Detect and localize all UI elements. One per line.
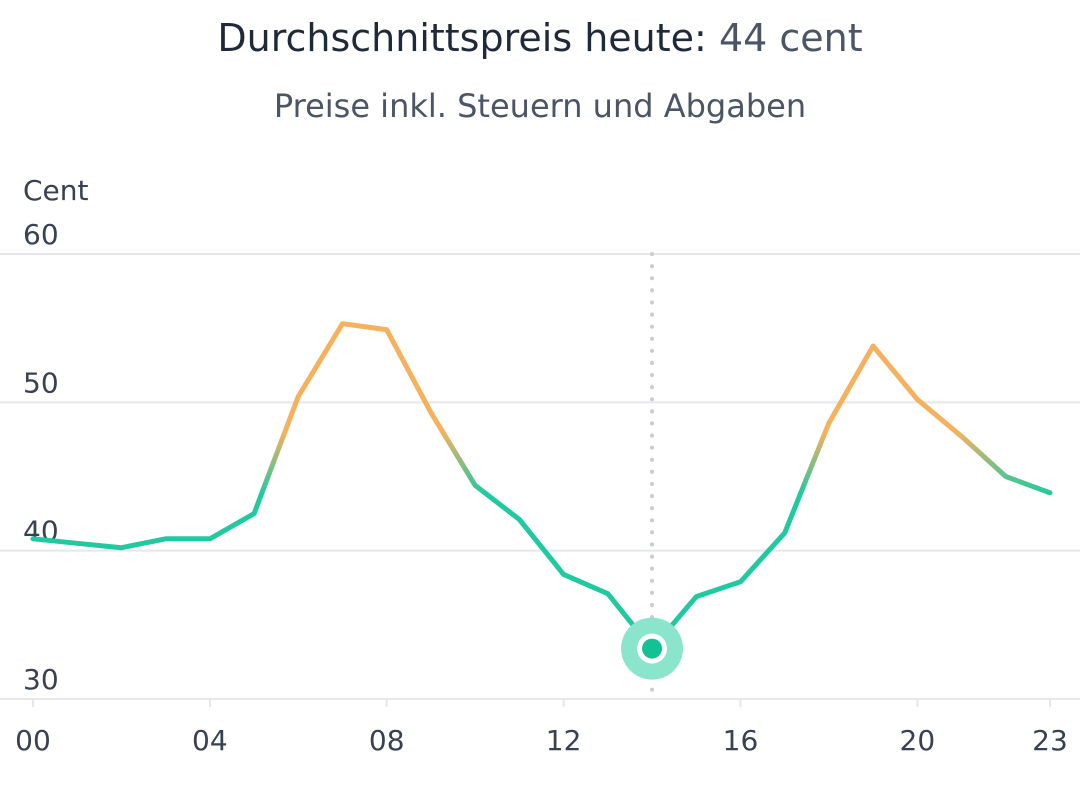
average-price-value: 44 cent: [718, 16, 863, 60]
x-axis-tick-labels: 00 04 08 12 16 20 23: [15, 699, 1068, 757]
grid-lines: [0, 253, 1080, 700]
x-tick-label: 00: [15, 724, 51, 757]
title-prefix: Durchschnittspreis heute:: [217, 16, 707, 60]
y-tick-label: 60: [23, 218, 59, 251]
price-line: [30, 321, 1053, 652]
x-tick-label: 16: [723, 724, 759, 757]
x-tick-label: 04: [192, 724, 228, 757]
chart-title: Durchschnittspreis heute: 44 cent: [0, 14, 1080, 62]
x-tick-label: 23: [1032, 724, 1068, 757]
y-axis-label: Cent: [23, 174, 89, 207]
y-tick-label: 30: [23, 663, 59, 696]
x-tick-label: 08: [369, 724, 405, 757]
x-tick-label: 20: [900, 724, 936, 757]
y-tick-label: 50: [23, 366, 59, 399]
selected-point-marker[interactable]: [642, 638, 663, 659]
chart-subtitle: Preise inkl. Steuern und Abgaben: [273, 87, 807, 125]
x-tick-label: 12: [546, 724, 582, 757]
